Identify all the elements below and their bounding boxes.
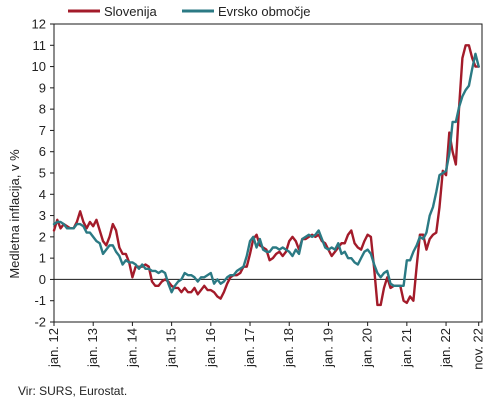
y-tick-label: 2 xyxy=(39,229,46,244)
y-axis-title: Medletna inflacija, v % xyxy=(7,149,22,279)
y-tick-label: 10 xyxy=(32,59,46,74)
y-tick-label: -2 xyxy=(34,315,46,330)
plot-frame xyxy=(53,23,483,323)
legend-label-slovenija: Slovenija xyxy=(104,4,158,19)
y-tick-label: -1 xyxy=(34,293,46,308)
x-tick-label: jan. 22 xyxy=(438,328,453,368)
y-tick-label: 6 xyxy=(39,144,46,159)
x-tick-label: jan. 17 xyxy=(242,328,257,368)
x-tick-label: nov. 22 xyxy=(471,328,486,370)
series-line-evrsko-obmo-je xyxy=(52,52,480,294)
y-tick-label: 3 xyxy=(39,208,46,223)
y-tick-label: 7 xyxy=(39,123,46,138)
x-tick-label: jan. 18 xyxy=(281,328,296,368)
x-tick-label: jan. 16 xyxy=(203,328,218,368)
y-tick-label: 9 xyxy=(39,80,46,95)
y-tick-label: 8 xyxy=(39,102,46,117)
source-note: Vir: SURS, Eurostat. xyxy=(18,384,128,398)
x-tick-label: jan. 15 xyxy=(164,328,179,368)
x-tick-label: jan. 14 xyxy=(124,328,139,368)
x-axis: jan. 12 jan. 13 jan. 14 jan. 15 jan. 16 jan. … xyxy=(46,322,486,370)
y-tick-label: 5 xyxy=(39,166,46,181)
series-layer xyxy=(52,44,480,307)
x-tick-label: jan. 19 xyxy=(320,328,335,368)
y-tick-label: 4 xyxy=(39,187,46,202)
x-tick-label: jan. 12 xyxy=(46,328,61,368)
y-tick-label: 12 xyxy=(32,17,46,32)
x-tick-label: jan. 20 xyxy=(360,328,375,368)
x-tick-label: jan. 21 xyxy=(399,328,414,368)
x-tick-label: jan. 13 xyxy=(85,328,100,368)
y-tick-label: 1 xyxy=(39,251,46,266)
y-tick-label: 11 xyxy=(33,38,47,53)
y-tick-label: 0 xyxy=(39,272,46,287)
legend: Slovenija Evrsko območje xyxy=(68,4,310,19)
legend-label-evrsko-obmocje: Evrsko območje xyxy=(218,4,310,19)
series-line-slovenija xyxy=(52,44,480,307)
